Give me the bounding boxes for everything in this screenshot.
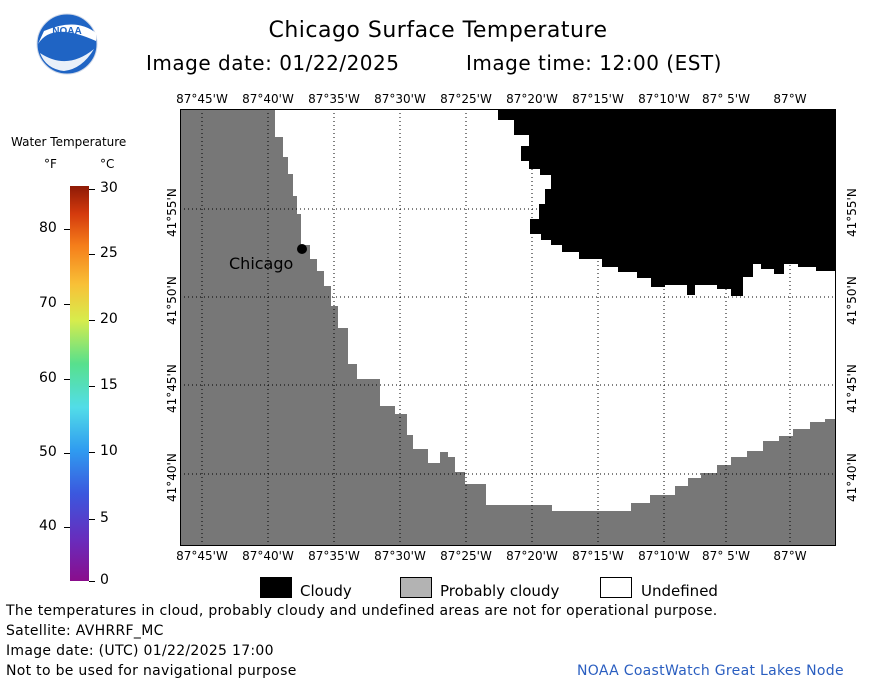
- logo-text: NOAA: [52, 26, 81, 37]
- colorbar-c-tick: [89, 581, 95, 582]
- chicago-marker: [297, 244, 307, 254]
- colorbar-f-tick: [64, 229, 70, 230]
- colorbar-c-tick: [89, 254, 95, 255]
- longitude-label-bottom: 87°35'W: [308, 549, 360, 563]
- legend-swatch-probably-cloudy: [400, 577, 432, 598]
- latitude-label-left: 41°40'N: [165, 453, 179, 502]
- utc-date-text: Image date: (UTC) 01/22/2025 17:00: [6, 643, 274, 659]
- longitude-label-bottom: 87°45'W: [176, 549, 228, 563]
- longitude-label-bottom: 87°10'W: [638, 549, 690, 563]
- colorbar-c-label: 30: [100, 180, 118, 196]
- latitude-label-left: 41°55'N: [165, 188, 179, 237]
- latitude-label-left: 41°50'N: [165, 276, 179, 325]
- satellite-text: Satellite: AVHRRF_MC: [6, 623, 164, 639]
- longitude-label-top: 87°45'W: [176, 92, 228, 106]
- longitude-label-bottom: 87°15'W: [572, 549, 624, 563]
- colorbar-f-label: 50: [39, 444, 57, 460]
- longitude-label-bottom: 87° 5'W: [702, 549, 750, 563]
- colorbar-f-label: 60: [39, 370, 57, 386]
- noaa-logo: NOAA: [36, 13, 98, 75]
- longitude-label-bottom: 87°W: [773, 549, 807, 563]
- navigation-warning: Not to be used for navigational purpose: [6, 663, 297, 679]
- colorbar-f-tick: [64, 304, 70, 305]
- longitude-label-top: 87°W: [773, 92, 807, 106]
- longitude-label-top: 87°40'W: [242, 92, 294, 106]
- latitude-label-right: 41°45'N: [845, 364, 859, 413]
- temperature-colorbar: [70, 186, 89, 581]
- colorbar-c-tick: [89, 452, 95, 453]
- colorbar-c-tick: [89, 189, 95, 190]
- latitude-label-right: 41°55'N: [845, 188, 859, 237]
- longitude-label-top: 87°20'W: [506, 92, 558, 106]
- colorbar-c-label: 25: [100, 245, 118, 261]
- colorbar-f-tick: [64, 453, 70, 454]
- legend-swatch-cloudy: [260, 577, 292, 598]
- colorbar-f-tick: [64, 379, 70, 380]
- colorbar-c-label: 15: [100, 377, 118, 393]
- page-title: Chicago Surface Temperature: [268, 18, 608, 43]
- latitude-label-right: 41°50'N: [845, 276, 859, 325]
- legend-label-probably-cloudy: Probably cloudy: [440, 582, 560, 600]
- image-time: Image time: 12:00 (EST): [466, 51, 722, 75]
- city-label: Chicago: [229, 254, 293, 273]
- longitude-label-top: 87°35'W: [308, 92, 360, 106]
- colorbar-f-label: 70: [39, 295, 57, 311]
- longitude-label-bottom: 87°20'W: [506, 549, 558, 563]
- temperature-map: Chicago: [180, 109, 836, 546]
- colorbar-c-label: 20: [100, 311, 118, 327]
- colorbar-f-tick: [64, 527, 70, 528]
- cloud-area: [498, 109, 836, 296]
- legend-label-cloudy: Cloudy: [300, 582, 352, 600]
- disclaimer-text: The temperatures in cloud, probably clou…: [6, 603, 718, 619]
- image-date: Image date: 01/22/2025: [146, 51, 400, 75]
- colorbar-c-tick: [89, 320, 95, 321]
- credit-text: NOAA CoastWatch Great Lakes Node: [577, 663, 844, 679]
- colorbar-c-tick: [89, 386, 95, 387]
- unit-celsius: °C: [100, 157, 115, 171]
- unit-fahrenheit: °F: [44, 157, 57, 171]
- longitude-label-top: 87°25'W: [440, 92, 492, 106]
- longitude-label-top: 87°15'W: [572, 92, 624, 106]
- longitude-label-top: 87°30'W: [374, 92, 426, 106]
- longitude-label-top: 87°10'W: [638, 92, 690, 106]
- colorbar-f-label: 80: [39, 220, 57, 236]
- legend-swatch-undefined: [600, 577, 632, 598]
- colorbar-c-label: 0: [100, 572, 109, 588]
- colorbar-c-tick: [89, 519, 95, 520]
- latitude-label-left: 41°45'N: [165, 364, 179, 413]
- colorbar-f-label: 40: [39, 518, 57, 534]
- colorbar-c-label: 5: [100, 510, 109, 526]
- latitude-label-right: 41°40'N: [845, 453, 859, 502]
- colorbar-c-label: 10: [100, 443, 118, 459]
- longitude-label-bottom: 87°40'W: [242, 549, 294, 563]
- longitude-label-bottom: 87°25'W: [440, 549, 492, 563]
- land-area: [180, 109, 836, 546]
- map-border: [180, 109, 836, 546]
- longitude-label-top: 87° 5'W: [702, 92, 750, 106]
- map-gridlines: [180, 109, 836, 546]
- longitude-label-bottom: 87°30'W: [374, 549, 426, 563]
- colorbar-title: Water Temperature: [11, 135, 127, 149]
- legend-label-undefined: Undefined: [641, 582, 718, 600]
